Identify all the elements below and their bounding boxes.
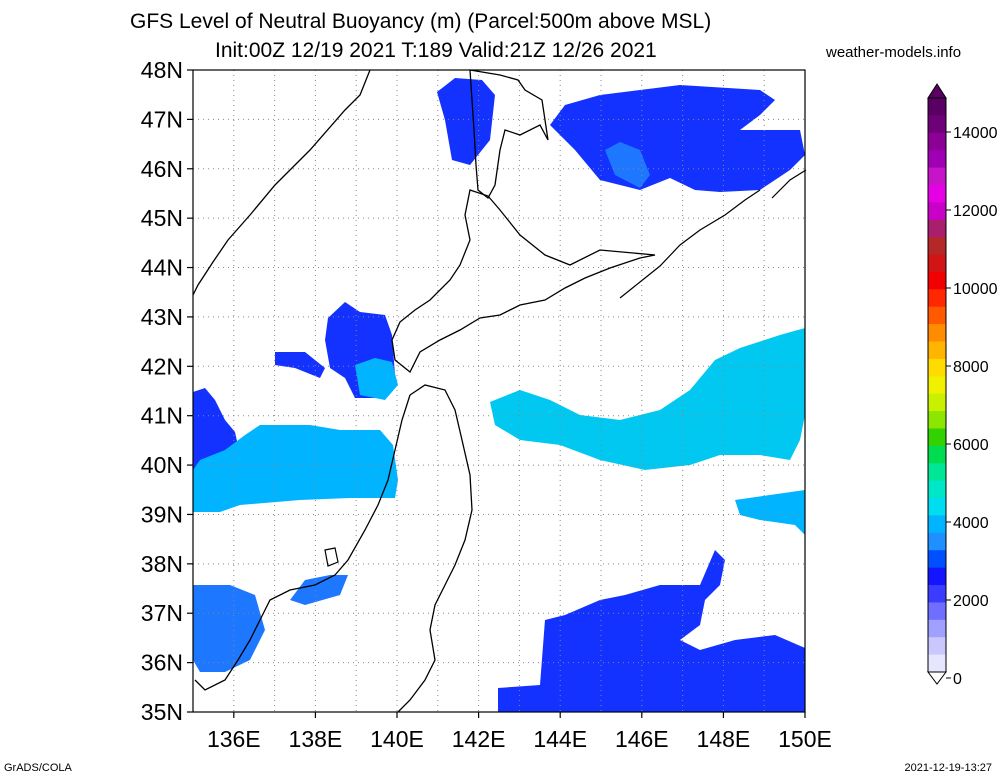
lat-tick-label: 43N xyxy=(141,304,183,330)
lat-tick-label: 45N xyxy=(141,205,183,231)
colorbar-segment xyxy=(928,532,946,551)
colorbar-segment xyxy=(928,463,946,482)
colorbar-label: 2000 xyxy=(953,593,989,610)
lon-tick-label: 142E xyxy=(452,726,506,752)
colorbar-label: 0 xyxy=(953,671,962,688)
colorbar-segment xyxy=(928,341,946,360)
coastline-honshu xyxy=(194,384,473,713)
lat-tick-label: 36N xyxy=(141,650,183,676)
colorbar-segment xyxy=(928,254,946,273)
footer-timestamp: 2021-12-19-13:27 xyxy=(904,762,992,774)
colorbar-segment xyxy=(928,411,946,429)
axes: 35N 36N 37N 38N 39N 40N 41N 42N 43N 44N 45N 46N 47N 4… xyxy=(141,57,832,752)
chart-title: GFS Level of Neutral Buoyancy (m) (Parce… xyxy=(130,10,712,33)
colorbar-segment xyxy=(928,115,946,134)
blob-pacific-south xyxy=(498,550,805,712)
colorbar-segment xyxy=(928,637,946,656)
colorbar-segment xyxy=(928,515,946,534)
colorbar-label: 12000 xyxy=(953,203,998,220)
lat-tick-label: 41N xyxy=(141,403,183,429)
lat-tick-label: 35N xyxy=(141,699,183,725)
lat-tick-label: 39N xyxy=(141,501,183,527)
lon-tick-label: 138E xyxy=(289,726,343,752)
lon-tick-label: 140E xyxy=(370,726,424,752)
colorbar-label: 10000 xyxy=(953,281,998,298)
site-credit: weather-models.info xyxy=(826,44,962,61)
colorbar-segment xyxy=(928,184,946,203)
lat-tick-label: 48N xyxy=(141,57,183,83)
colorbar-label: 6000 xyxy=(953,437,989,454)
lat-tick-label: 38N xyxy=(141,551,183,577)
colorbar-label: 4000 xyxy=(953,515,989,532)
colorbar-bottom-arrow xyxy=(927,671,947,685)
colorbar-frame xyxy=(927,97,947,673)
buoyancy-field xyxy=(193,78,805,712)
lat-tick-label: 44N xyxy=(141,255,183,281)
coastline-hokkaido xyxy=(391,189,656,374)
colorbar-segment xyxy=(928,585,946,603)
graticule xyxy=(193,70,805,712)
footer-software: GrADS/COLA xyxy=(4,762,72,774)
coastline-mainland xyxy=(192,69,371,296)
blob-okhotsk-swirl xyxy=(605,142,650,188)
colorbar: 0 2000 4000 6000 8000 10000 12000 14000 xyxy=(927,83,998,688)
colorbar-segment xyxy=(928,237,946,256)
plot-frame xyxy=(192,69,806,713)
colorbar-segment xyxy=(928,445,946,464)
coastlines xyxy=(192,69,807,713)
colorbar-segment xyxy=(928,602,946,621)
lon-tick-label: 136E xyxy=(207,726,261,752)
blob-japan-sea-central xyxy=(193,425,398,512)
lat-tick-label: 46N xyxy=(141,156,183,182)
colorbar-segment xyxy=(928,306,946,325)
colorbar-segment xyxy=(928,289,946,308)
colorbar-segment xyxy=(928,219,946,238)
blob-pacific-east xyxy=(490,328,805,470)
colorbar-segment xyxy=(928,654,946,673)
colorbar-top-arrow xyxy=(927,83,947,99)
colorbar-segment xyxy=(928,150,946,169)
colorbar-segment xyxy=(928,480,946,499)
colorbar-segment xyxy=(928,167,946,186)
lon-tick-label: 144E xyxy=(533,726,587,752)
colorbar-segment xyxy=(928,567,946,586)
lon-tick-label: 146E xyxy=(615,726,669,752)
lat-tick-label: 42N xyxy=(141,353,183,379)
colorbar-label: 8000 xyxy=(953,359,989,376)
blob-west-lower xyxy=(193,585,265,672)
lon-tick-label: 148E xyxy=(697,726,751,752)
colorbar-segment xyxy=(928,358,946,377)
colorbar-segment xyxy=(928,550,946,569)
colorbar-segment xyxy=(928,376,946,395)
lat-tick-label: 37N xyxy=(141,600,183,626)
colorbar-label: 14000 xyxy=(953,125,998,142)
lat-tick-label: 40N xyxy=(141,452,183,478)
coastline-sakhalin xyxy=(469,69,549,199)
blob-pacific-east-lower xyxy=(735,490,805,535)
colorbar-segment xyxy=(928,98,946,116)
colorbar-segment xyxy=(928,202,946,221)
blob-okhotsk-west xyxy=(437,78,495,165)
blob-hokkaido-southwest xyxy=(355,358,398,400)
blob-noto xyxy=(290,575,348,605)
lat-tick-label: 47N xyxy=(141,106,183,132)
coastline-kurils xyxy=(619,169,807,299)
colorbar-segment xyxy=(928,132,946,151)
lon-tick-label: 150E xyxy=(778,726,832,752)
colorbar-segment xyxy=(928,619,946,638)
colorbar-segment xyxy=(928,428,946,447)
colorbar-segment xyxy=(928,393,946,412)
chart-subtitle: Init:00Z 12/19 2021 T:189 Valid:21Z 12/2… xyxy=(215,39,657,62)
coastline-sado xyxy=(324,547,339,567)
colorbar-segment xyxy=(928,324,946,343)
colorbar-segment xyxy=(928,498,946,516)
colorbar-segment xyxy=(928,271,946,290)
blob-japan-sea-small xyxy=(275,352,325,378)
blob-okhotsk-east xyxy=(550,85,805,192)
